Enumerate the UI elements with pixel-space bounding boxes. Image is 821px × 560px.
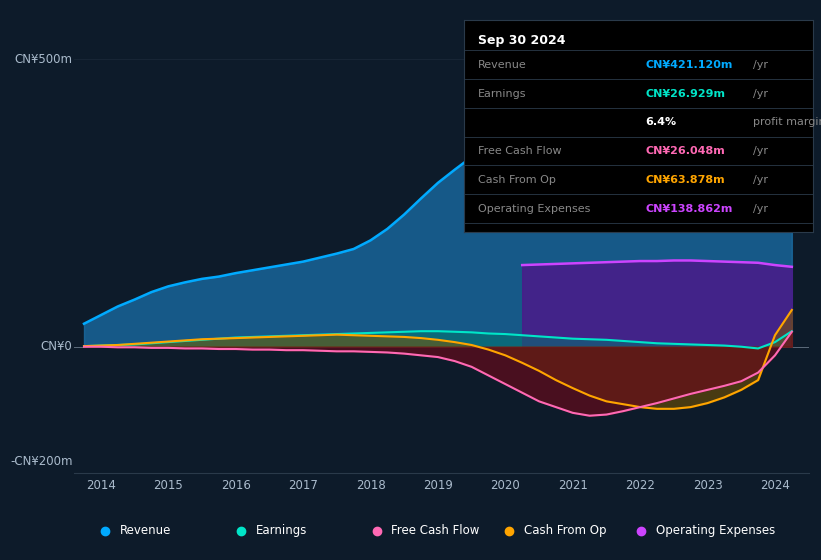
Text: Free Cash Flow: Free Cash Flow: [392, 524, 479, 537]
Text: /yr: /yr: [754, 146, 768, 156]
Text: Operating Expenses: Operating Expenses: [478, 204, 590, 213]
Text: /yr: /yr: [754, 60, 768, 69]
Text: profit margin: profit margin: [754, 118, 821, 127]
Text: 6.4%: 6.4%: [645, 118, 677, 127]
Text: Sep 30 2024: Sep 30 2024: [478, 35, 566, 48]
Text: CN¥26.048m: CN¥26.048m: [645, 146, 725, 156]
Text: -CN¥200m: -CN¥200m: [10, 455, 72, 468]
Text: Revenue: Revenue: [119, 524, 171, 537]
Text: Cash From Op: Cash From Op: [524, 524, 606, 537]
Text: CN¥63.878m: CN¥63.878m: [645, 175, 725, 185]
Text: Earnings: Earnings: [255, 524, 307, 537]
Text: Earnings: Earnings: [478, 88, 526, 99]
Text: CN¥500m: CN¥500m: [15, 53, 72, 66]
Text: CN¥421.120m: CN¥421.120m: [645, 60, 732, 69]
Text: CN¥0: CN¥0: [41, 340, 72, 353]
Text: Operating Expenses: Operating Expenses: [656, 524, 775, 537]
Text: CN¥26.929m: CN¥26.929m: [645, 88, 725, 99]
Text: Free Cash Flow: Free Cash Flow: [478, 146, 562, 156]
Text: CN¥138.862m: CN¥138.862m: [645, 204, 732, 213]
Text: /yr: /yr: [754, 204, 768, 213]
Text: Cash From Op: Cash From Op: [478, 175, 556, 185]
Text: /yr: /yr: [754, 88, 768, 99]
Text: Revenue: Revenue: [478, 60, 526, 69]
Text: /yr: /yr: [754, 175, 768, 185]
